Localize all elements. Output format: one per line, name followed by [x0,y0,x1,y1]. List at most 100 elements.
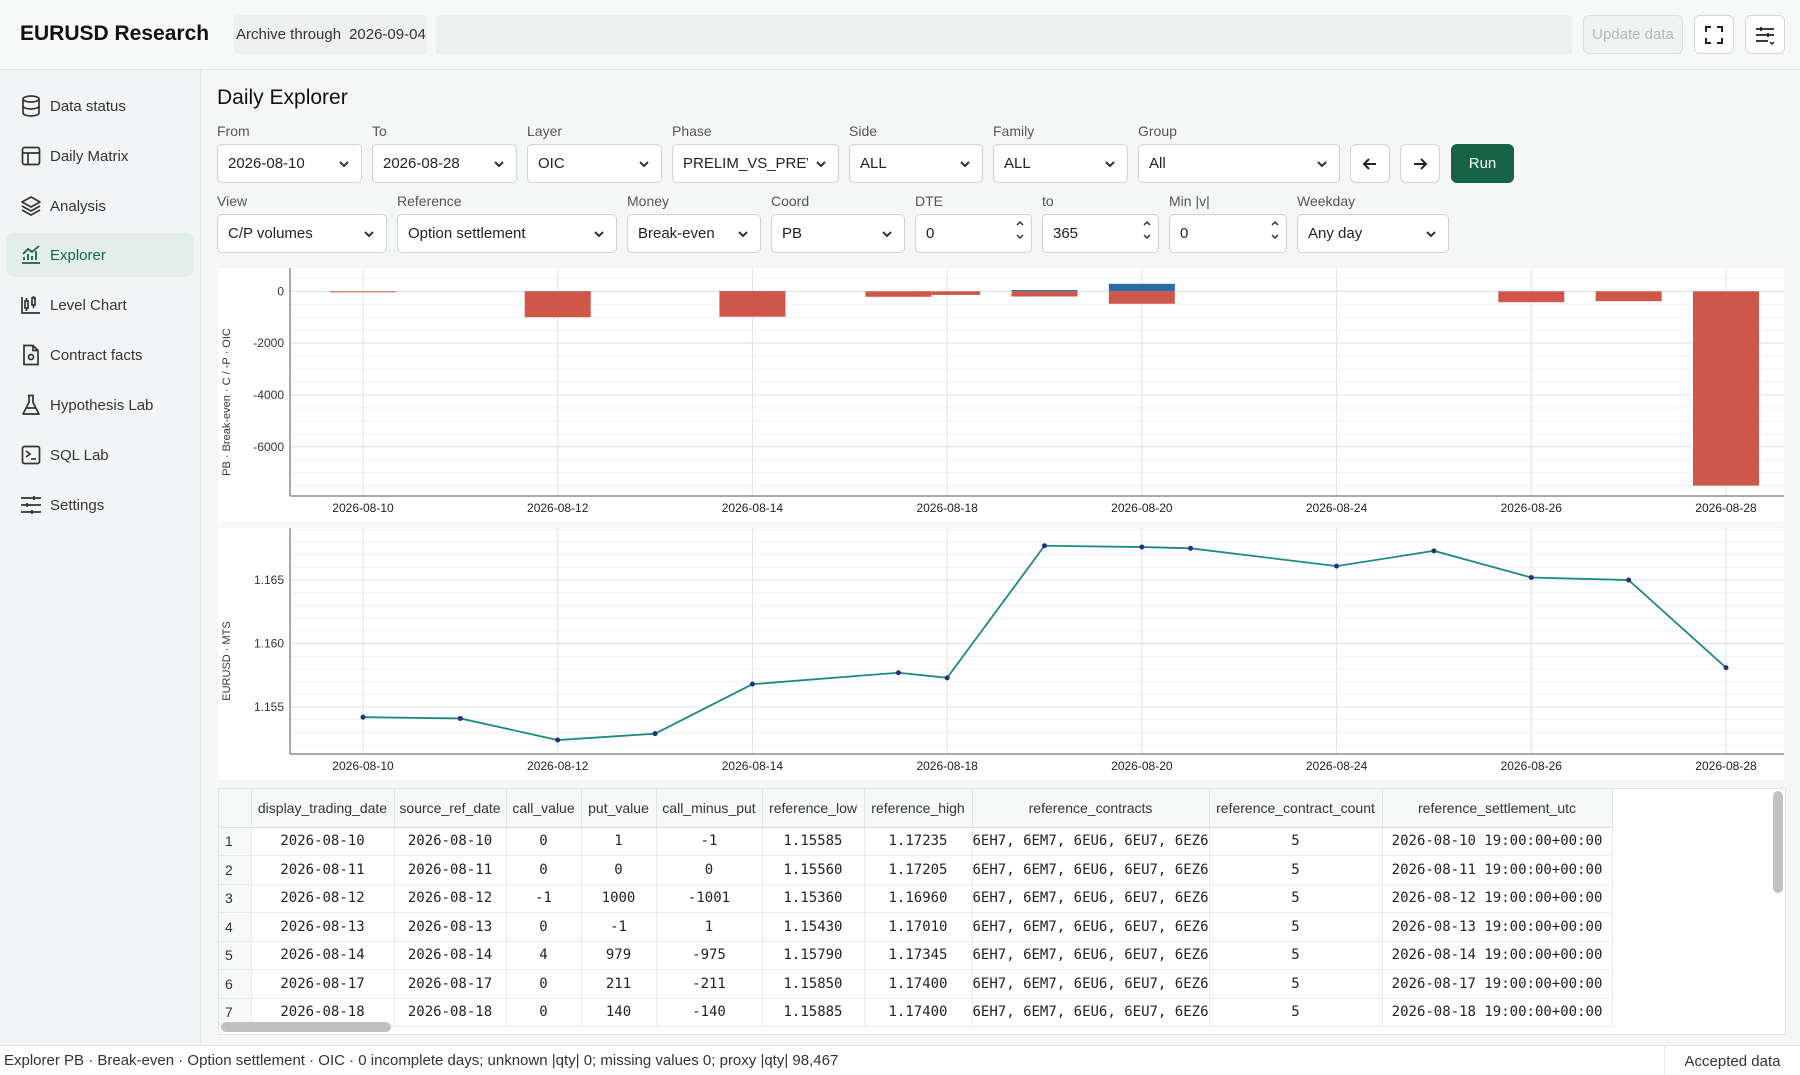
options-menu-button[interactable] [1745,15,1785,54]
column-header-reference_settlement_utc[interactable]: reference_settlement_utc [1382,789,1613,828]
money-select[interactable]: Break-even [627,214,761,253]
sidebar-item-data-status[interactable]: Data status [6,84,194,128]
y-tick-label: 0 [277,284,284,298]
table-row[interactable]: 3 2026-08-12 2026-08-12 -1 1000 -1001 1.15360 1… [219,884,1613,913]
min-v-input[interactable]: 0 [1169,214,1287,253]
table-row[interactable]: 7 2026-08-18 2026-08-18 0 140 -140 1.15885 1.17… [219,998,1613,1027]
table-cell-display_trading_date: 2026-08-10 [251,827,395,856]
run-button[interactable]: Run [1451,144,1514,183]
status-text: Explorer PB · Break-even · Option settle… [4,1052,839,1069]
group-select[interactable]: All [1138,144,1340,183]
sidebar-item-analysis[interactable]: Analysis [6,184,194,228]
column-header-source_ref_date[interactable]: source_ref_date [394,789,507,828]
layer-select[interactable]: OIC [527,144,662,183]
sidebar-item-sql-lab[interactable]: SQL Lab [6,433,194,477]
column-header-put_value[interactable]: put_value [581,789,657,828]
sidebar-item-daily-matrix[interactable]: Daily Matrix [6,134,194,178]
eurusd-data-point [457,715,463,721]
column-header-call_value[interactable]: call_value [506,789,582,828]
phase-select[interactable]: PRELIM_VS_PREVIC [672,144,839,183]
column-header-reference_contracts[interactable]: reference_contracts [972,789,1210,828]
sidebar-item-explorer[interactable]: Explorer [6,233,194,277]
y-axis-title: EURUSD · MTS [221,621,233,700]
fullscreen-button[interactable] [1694,15,1734,54]
to-date-select[interactable]: 2026-08-28 [372,144,517,183]
sidebar-item-label: Hypothesis Lab [50,396,154,414]
sidebar-item-level-chart[interactable]: Level Chart [6,283,194,327]
sidebar-item-hypothesis-lab[interactable]: Hypothesis Lab [6,383,194,427]
from-date-select[interactable]: 2026-08-10 [217,144,362,183]
arrow-right-icon [1414,157,1428,170]
column-header-reference_contract_count[interactable]: reference_contract_count [1209,789,1383,828]
table-cell-call_minus_put: 1 [656,912,763,942]
from-date-value: 2026-08-10 [228,155,305,172]
sidebar-item-contract-facts[interactable]: Contract facts [6,333,194,377]
column-header-reference_high[interactable]: reference_high [864,789,973,828]
dte-label: DTE [915,193,943,209]
min-v-label: Min |v| [1169,193,1210,209]
chevron-up-icon [1271,220,1279,226]
put-volume-bar [1011,291,1078,297]
put-volume-bar [524,291,591,318]
eurusd-data-point [1334,563,1340,569]
put-volume-bar [330,291,396,293]
number-stepper[interactable] [1015,219,1025,241]
eurusd-series-line [362,544,1727,741]
min-v-value: 0 [1180,225,1189,242]
table-cell-reference_high: 1.17235 [864,827,973,856]
column-header-display_trading_date[interactable]: display_trading_date [251,789,395,828]
table-cell-reference_contracts: 6EH7, 6EM7, 6EU6, 6EU7, 6EZ6 [972,998,1210,1027]
line-chart-icon [20,244,42,266]
coord-label: Coord [771,193,810,209]
table-row[interactable]: 1 2026-08-10 2026-08-10 0 1 -1 1.15585 1.17235 6… [219,827,1613,856]
table-row[interactable]: 2 2026-08-11 2026-08-11 0 0 0 1.15560 1.17205 6E… [219,855,1613,885]
vertical-scrollbar[interactable] [1773,791,1783,893]
column-header-reference_low[interactable]: reference_low [762,789,865,828]
coord-select[interactable]: PB [771,214,905,253]
eurusd-data-point [895,670,901,676]
table-cell-reference_high: 1.17400 [864,969,973,999]
table-cell-call_value: 0 [506,998,582,1027]
table-cell-reference_contract_count: 5 [1209,884,1383,913]
table-row[interactable]: 4 2026-08-13 2026-08-13 0 -1 1 1.15430 1.17010 6… [219,912,1613,942]
next-period-button[interactable] [1400,144,1440,183]
data-table: display_trading_date source_ref_date call_… [218,788,1786,1035]
number-stepper[interactable] [1142,219,1152,241]
dte-min-input[interactable]: 0 [915,214,1032,253]
table-cell-reference_contracts: 6EH7, 6EM7, 6EU6, 6EU7, 6EZ6 [972,884,1210,913]
table-cell-reference_contract_count: 5 [1209,969,1383,999]
side-select[interactable]: ALL [849,144,983,183]
archive-indicator: Archive through 2026-09-04 [234,15,427,54]
sidebar-item-settings[interactable]: Settings [6,483,194,527]
column-header-call_minus_put[interactable]: call_minus_put [656,789,763,828]
number-stepper[interactable] [1270,219,1280,241]
previous-period-button[interactable] [1350,144,1390,183]
y-tick-label: 1.165 [254,573,284,587]
family-select[interactable]: ALL [993,144,1128,183]
x-tick-label: 2026-08-14 [722,759,784,773]
chevron-down-icon [1143,234,1151,240]
view-select[interactable]: C/P volumes [217,214,387,253]
put-volume-bar [1108,291,1175,304]
dte-max-input[interactable]: 365 [1042,214,1159,253]
table-cell-reference_contracts: 6EH7, 6EM7, 6EU6, 6EU7, 6EZ6 [972,969,1210,999]
from-label: From [217,123,250,139]
weekday-select[interactable]: Any day [1297,214,1449,253]
chevron-down-icon [1016,234,1024,240]
phase-value: PRELIM_VS_PREVIC [683,155,808,172]
update-data-button[interactable]: Update data [1583,15,1683,54]
table-row[interactable]: 5 2026-08-14 2026-08-14 4 979 -975 1.15790 1.17… [219,941,1613,970]
chevron-down-icon [364,231,374,238]
document-icon [20,344,42,366]
horizontal-scrollbar[interactable] [221,1022,391,1032]
table-cell-reference_low: 1.15850 [762,969,865,999]
eurusd-data-point [944,675,950,681]
table-row[interactable]: 6 2026-08-17 2026-08-17 0 211 -211 1.15850 1.17… [219,969,1613,999]
sliders-menu-icon [1756,26,1775,45]
reference-label: Reference [397,193,462,209]
reference-select[interactable]: Option settlement [397,214,617,253]
main-content: Daily Explorer From To Layer Phase Side … [201,70,1800,1045]
app-title: EURUSD Research [20,22,210,45]
sidebar-item-label: Analysis [50,197,106,215]
eurusd-data-point [555,737,561,743]
